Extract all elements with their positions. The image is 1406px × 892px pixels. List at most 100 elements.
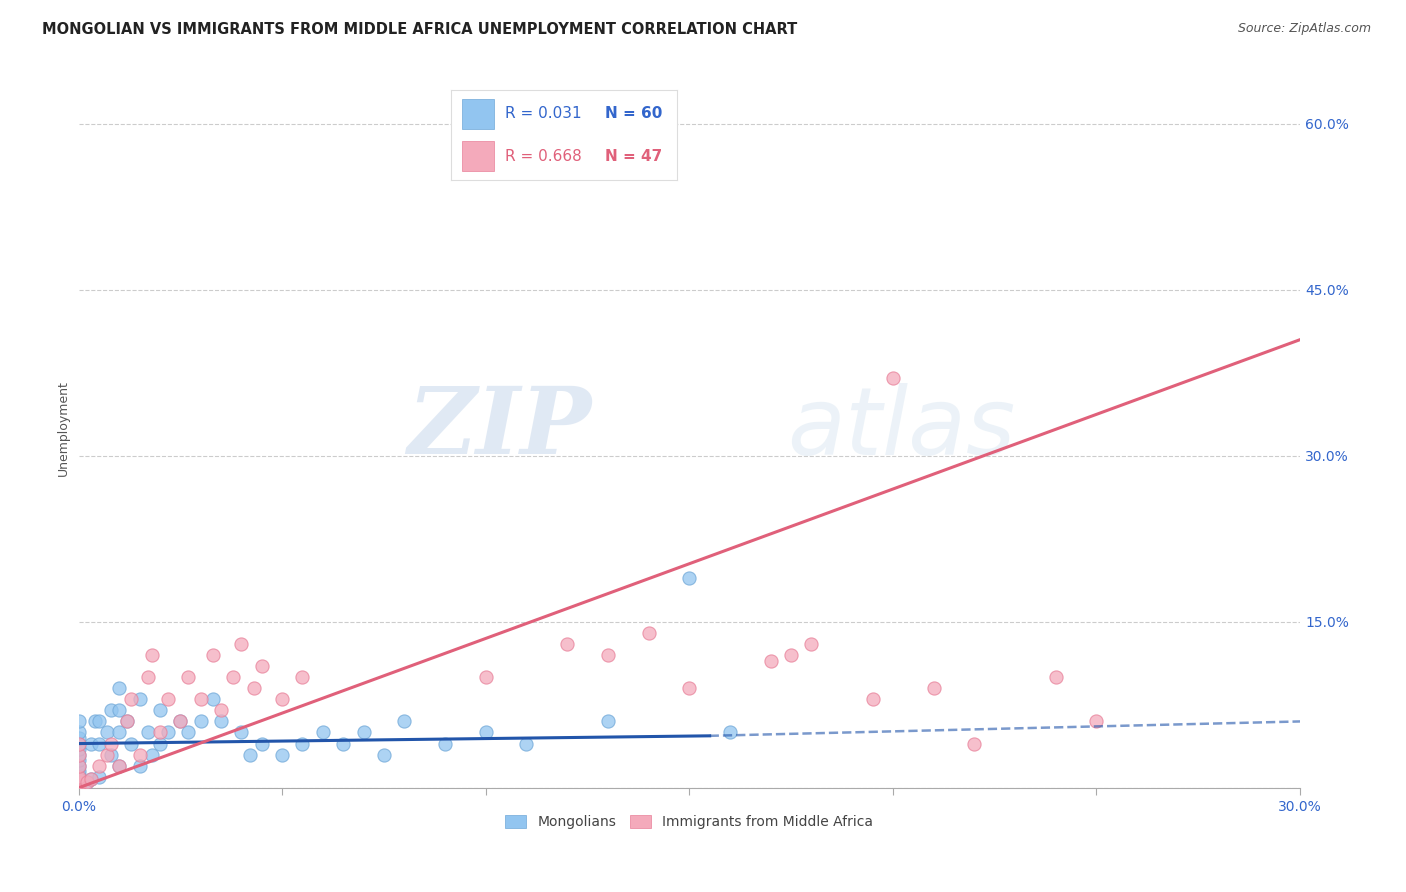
Point	[141, 648, 163, 662]
Point	[882, 371, 904, 385]
Point	[1045, 670, 1067, 684]
Point	[96, 747, 118, 762]
Point	[80, 772, 103, 786]
Point	[201, 648, 224, 662]
Point	[67, 775, 90, 789]
Point	[190, 692, 212, 706]
Point	[209, 703, 232, 717]
Point	[108, 725, 131, 739]
Point	[67, 775, 90, 789]
Point	[394, 714, 416, 729]
Point	[922, 681, 945, 696]
Point	[141, 747, 163, 762]
Point	[291, 670, 314, 684]
Point	[678, 681, 700, 696]
Point	[120, 692, 142, 706]
Point	[596, 714, 619, 729]
Point	[157, 725, 180, 739]
Point	[136, 725, 159, 739]
Point	[201, 692, 224, 706]
Point	[963, 737, 986, 751]
Point	[67, 747, 90, 762]
Point	[67, 737, 90, 751]
Point	[67, 772, 90, 786]
Point	[332, 737, 354, 751]
Point	[128, 747, 150, 762]
Point	[67, 780, 90, 795]
Text: atlas: atlas	[787, 383, 1015, 474]
Point	[190, 714, 212, 729]
Text: MONGOLIAN VS IMMIGRANTS FROM MIDDLE AFRICA UNEMPLOYMENT CORRELATION CHART: MONGOLIAN VS IMMIGRANTS FROM MIDDLE AFRI…	[42, 22, 797, 37]
Point	[108, 758, 131, 772]
Point	[67, 777, 90, 791]
Point	[718, 725, 741, 739]
Point	[83, 714, 105, 729]
Point	[67, 777, 90, 791]
Point	[100, 747, 122, 762]
Point	[209, 714, 232, 729]
Point	[67, 714, 90, 729]
Point	[67, 770, 90, 784]
Point	[474, 725, 496, 739]
Text: ZIP: ZIP	[408, 384, 592, 473]
Point	[67, 731, 90, 745]
Point	[87, 714, 110, 729]
Point	[80, 737, 103, 751]
Point	[67, 764, 90, 779]
Point	[67, 772, 90, 786]
Text: Source: ZipAtlas.com: Source: ZipAtlas.com	[1237, 22, 1371, 36]
Point	[271, 692, 294, 706]
Point	[177, 670, 200, 684]
Point	[96, 725, 118, 739]
Point	[780, 648, 803, 662]
Point	[373, 747, 395, 762]
Point	[149, 737, 172, 751]
Point	[108, 681, 131, 696]
Point	[169, 714, 191, 729]
Point	[76, 775, 98, 789]
Point	[149, 703, 172, 717]
Point	[312, 725, 335, 739]
Point	[117, 714, 139, 729]
Point	[67, 780, 90, 795]
Point	[67, 747, 90, 762]
Point	[242, 681, 264, 696]
Point	[250, 659, 273, 673]
Point	[862, 692, 884, 706]
Point	[222, 670, 245, 684]
Point	[100, 737, 122, 751]
Point	[536, 139, 558, 153]
Point	[100, 703, 122, 717]
Point	[108, 703, 131, 717]
Point	[67, 758, 90, 772]
Point	[67, 767, 90, 781]
Point	[515, 737, 537, 751]
Point	[120, 737, 142, 751]
Point	[149, 725, 172, 739]
Point	[67, 770, 90, 784]
Point	[250, 737, 273, 751]
Point	[800, 637, 823, 651]
Point	[291, 737, 314, 751]
Point	[67, 753, 90, 767]
Point	[67, 742, 90, 756]
Point	[67, 725, 90, 739]
Point	[87, 737, 110, 751]
Point	[637, 626, 659, 640]
Point	[271, 747, 294, 762]
Point	[108, 758, 131, 772]
Point	[231, 637, 253, 651]
Point	[433, 737, 456, 751]
Point	[759, 654, 782, 668]
Point	[128, 758, 150, 772]
Point	[136, 670, 159, 684]
Point	[474, 670, 496, 684]
Point	[678, 571, 700, 585]
Legend: Mongolians, Immigrants from Middle Africa: Mongolians, Immigrants from Middle Afric…	[501, 810, 879, 835]
Point	[67, 779, 90, 793]
Point	[67, 737, 90, 751]
Y-axis label: Unemployment: Unemployment	[58, 380, 70, 476]
Point	[87, 770, 110, 784]
Point	[169, 714, 191, 729]
Point	[353, 725, 375, 739]
